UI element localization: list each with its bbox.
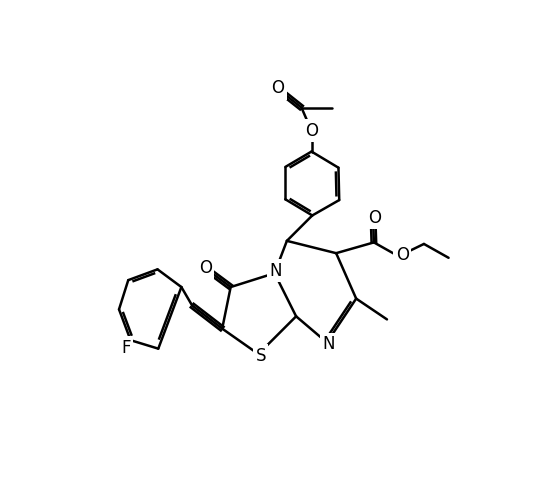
Text: N: N [270,262,282,280]
Text: S: S [255,347,266,365]
Text: F: F [121,339,131,357]
Text: O: O [199,259,212,277]
Text: O: O [368,209,381,227]
Text: O: O [305,122,318,140]
Text: O: O [396,246,409,264]
Text: N: N [322,335,335,353]
Text: O: O [271,79,284,97]
